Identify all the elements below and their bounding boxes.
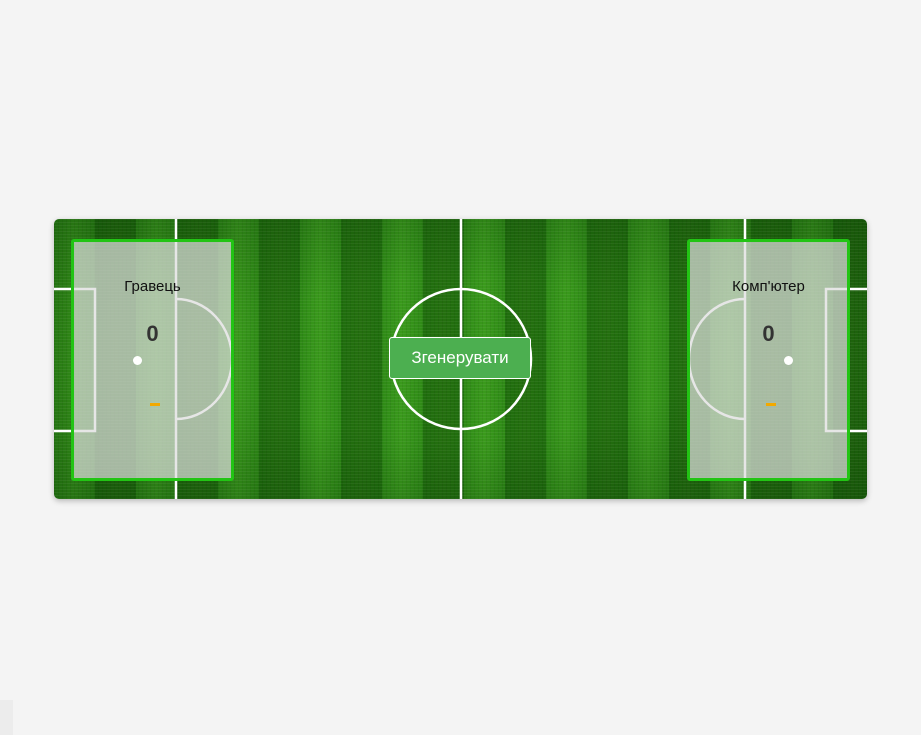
- computer-name: Комп'ютер: [732, 278, 805, 295]
- football-field: Гравець 0 Комп'ютер 0 Згенерувати: [54, 219, 867, 499]
- player-dot: [133, 356, 142, 365]
- computer-panel: Комп'ютер 0: [687, 239, 850, 481]
- corner-patch: [0, 700, 13, 735]
- player-name: Гравець: [124, 278, 181, 295]
- computer-dot: [784, 356, 793, 365]
- player-indicator: [150, 403, 160, 406]
- player-score: 0: [146, 321, 159, 346]
- player-panel: Гравець 0: [71, 239, 234, 481]
- generate-button[interactable]: Згенерувати: [389, 337, 531, 379]
- computer-score: 0: [762, 321, 775, 346]
- computer-indicator: [766, 403, 776, 406]
